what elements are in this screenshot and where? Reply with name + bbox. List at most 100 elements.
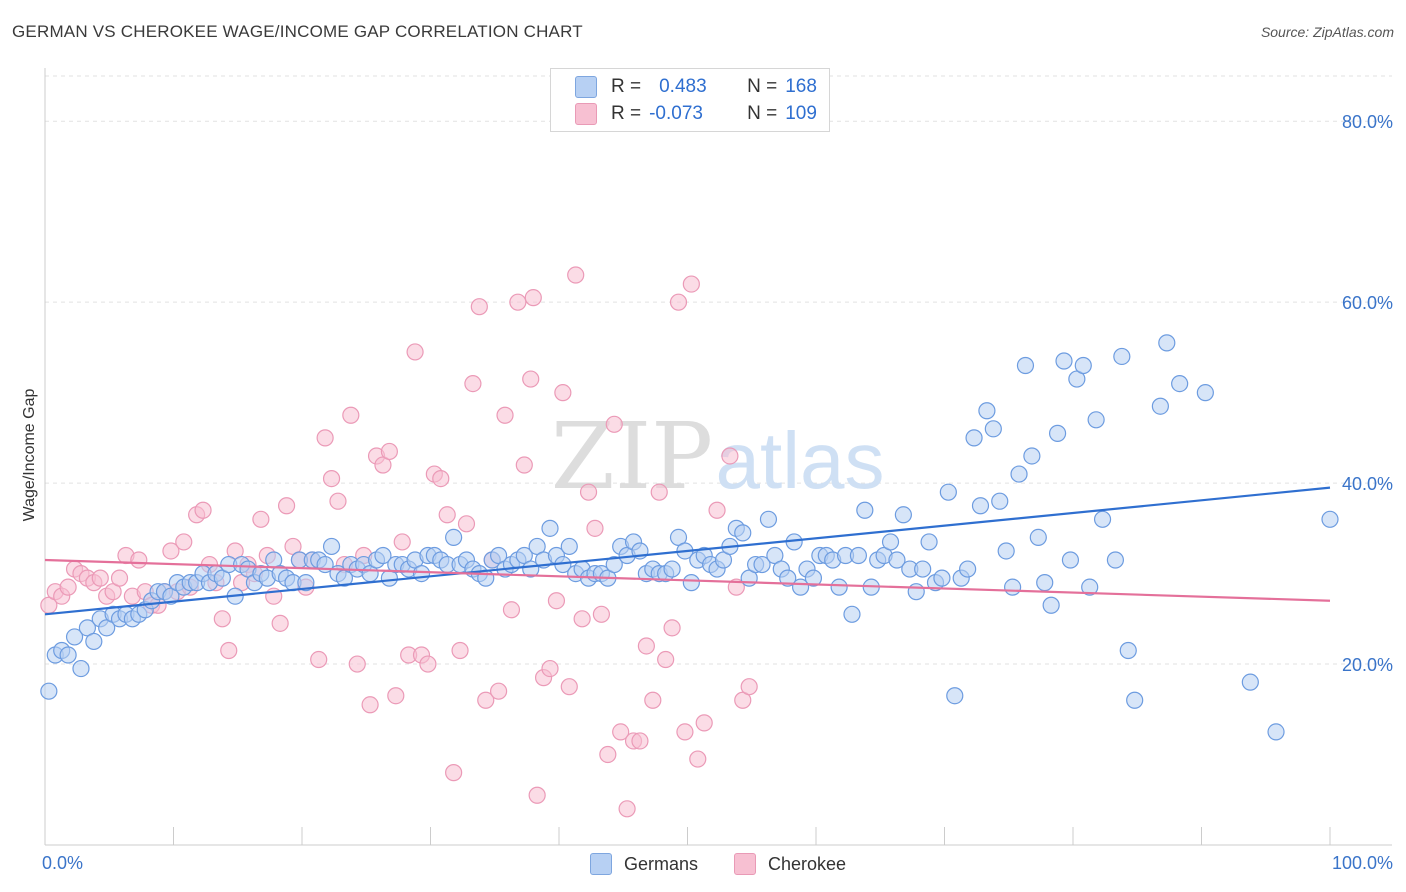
axis-labels: 20.0% 40.0% 60.0% 80.0% 0.0% 100.0% Wage/Incom… [21,112,1393,873]
germans-point [40,682,58,700]
legend-germans: Germans [590,852,698,876]
germans-point [65,628,84,646]
germans-point [753,555,771,574]
germans-point [445,528,463,547]
source-label: Source: ZipAtlas.com [1260,24,1394,40]
germans-point [560,537,578,556]
germans-point [1151,397,1169,415]
cherokee-point [515,456,533,474]
germans-point [85,632,103,651]
germans-point [1093,510,1112,528]
legend-germans-label: Germans [624,853,699,874]
cherokee-point [650,483,668,501]
y-axis-label: Wage/Income Gap [21,389,38,522]
germans-point [1004,578,1022,596]
germans-point [759,510,778,528]
cherokee-point [573,610,591,628]
cherokee-point [727,578,745,596]
cherokee-point [361,696,379,714]
germans-swatch [590,853,612,875]
watermark-atlas: atlas [716,416,885,505]
germans-point [804,569,823,587]
germans-point [541,519,559,537]
cherokee-point [637,637,655,655]
germans-point [322,537,341,556]
chart-title: GERMAN VS CHEROKEE WAGE/INCOME GAP CORRE… [12,22,583,41]
cherokee-point [612,723,630,741]
cherokee-point [490,682,508,700]
axes [44,68,1392,846]
y-tick-label: 80.0% [1342,112,1393,132]
cherokee-point [631,732,649,750]
x-tick-label: 0.0% [42,853,83,873]
cherokee-point [605,415,623,433]
cherokee-point [676,723,694,741]
cherokee-point [419,655,437,673]
germans-point [1087,411,1105,429]
germans-point [1321,510,1339,528]
y-tick-label: 60.0% [1342,293,1393,313]
cherokee-point [464,375,482,393]
germans-point [888,551,906,569]
cherokee-point [547,592,566,610]
legend-row-cherokee: R = -0.073 N = 109 [575,102,817,126]
cherokee-points [40,266,758,818]
germans-point [1010,465,1028,483]
cherokee-point [310,650,328,669]
y-tick-label: 40.0% [1342,474,1393,494]
watermark-zip: ZIP [551,403,713,510]
germans-points [40,334,1339,741]
cherokee-point [524,289,542,307]
cherokee-point [59,578,77,596]
cherokee-point [509,293,527,311]
germans-point [779,569,797,587]
germans-point [849,546,868,565]
cherokee-point [342,406,360,424]
germans-point [1113,347,1131,366]
germans-point [920,533,938,551]
cherokee-point [721,447,739,465]
germans-point [1171,375,1189,393]
cherokee-swatch [734,853,756,875]
cherokee-point [695,714,713,732]
cherokee-point [220,641,238,660]
germans-point [1055,352,1073,370]
cherokee-point [438,506,456,524]
cherokee-point [387,687,405,705]
cherokee-point [110,569,129,587]
germans-point [1241,673,1259,691]
cherokee-point [445,764,463,782]
cherokee-point [451,641,469,660]
cherokee-point [528,786,546,804]
cherokee-point [618,800,636,818]
cherokee-point [522,370,540,388]
r-value: -0.073 [649,103,703,124]
germans-point [881,533,900,551]
germans-point [734,524,752,542]
cherokee-point [393,533,411,551]
cherokee-point [669,293,688,311]
cherokee-point [579,483,598,501]
cherokee-point [740,678,758,696]
cherokee-point [406,343,424,361]
germans-point [1267,723,1285,741]
cherokee-point [252,510,270,528]
germans-point [1196,384,1214,402]
cherokee-point [271,614,289,632]
r-label: R = [611,103,642,124]
cherokee-point [592,605,611,623]
germans-point [663,560,681,578]
germans-point [971,497,990,515]
germans-point [1106,551,1125,569]
cherokee-point [277,497,296,515]
germans-point [1158,334,1176,352]
germans-point [843,605,861,623]
germans-point [1061,551,1080,569]
germans-point [978,402,996,420]
cherokee-point [432,469,450,488]
cherokee-point [599,745,617,764]
germans-point [991,492,1009,510]
cherokee-point [457,515,476,533]
germans-point [1036,574,1054,592]
